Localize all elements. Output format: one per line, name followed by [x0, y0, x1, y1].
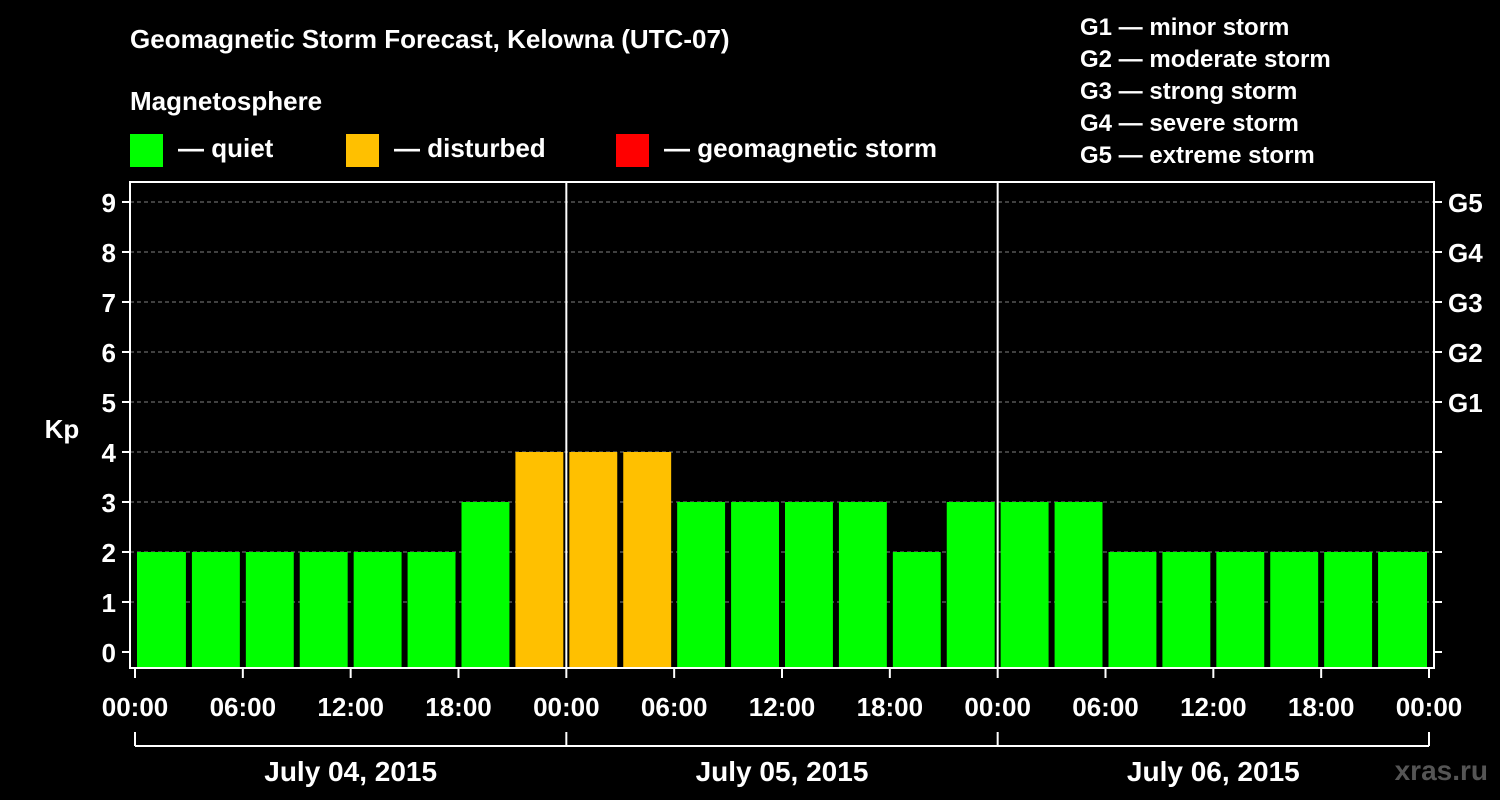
y-axis-label: Kp — [45, 414, 80, 444]
kp-bar-1 — [191, 552, 240, 668]
y-tick-label-4: 4 — [102, 438, 117, 468]
kp-bar-11 — [731, 502, 779, 668]
kp-bar-22 — [1324, 552, 1373, 668]
kp-bar-0 — [137, 552, 186, 668]
kp-bar-20 — [1216, 552, 1265, 668]
y-tick-label-0: 0 — [102, 638, 116, 668]
kp-bar-9 — [623, 452, 672, 668]
g-level-g2: G2 — moderate storm — [1080, 46, 1331, 73]
kp-bar-23 — [1378, 552, 1427, 668]
kp-bar-4 — [353, 552, 402, 668]
x-tick-label-2: 12:00 — [317, 692, 384, 722]
legend-swatch-disturbed — [346, 134, 379, 167]
kp-bar-3 — [299, 552, 348, 668]
y-tick-label-8: 8 — [102, 238, 116, 268]
kp-bar-10 — [677, 502, 726, 668]
g-scale-label-g3: G3 — [1448, 288, 1483, 318]
x-tick-label-4: 00:00 — [533, 692, 600, 722]
watermark: xras.ru — [1394, 755, 1488, 786]
y-tick-label-9: 9 — [102, 188, 116, 218]
kp-bar-15 — [946, 502, 995, 668]
legend-label-storm: — geomagnetic storm — [664, 133, 938, 163]
g-level-g4: G4 — severe storm — [1080, 110, 1299, 137]
kp-bar-21 — [1270, 552, 1319, 668]
y-tick-label-5: 5 — [102, 388, 116, 418]
g-scale-label-g5: G5 — [1448, 188, 1483, 218]
legend-label-quiet: — quiet — [178, 133, 274, 163]
day-label-0: July 04, 2015 — [264, 756, 437, 787]
kp-bar-2 — [245, 552, 294, 668]
kp-bar-18 — [1108, 552, 1157, 668]
g-scale-label-g1: G1 — [1448, 388, 1483, 418]
x-tick-label-8: 00:00 — [964, 692, 1031, 722]
kp-bar-13 — [838, 502, 887, 668]
x-tick-label-11: 18:00 — [1288, 692, 1355, 722]
y-tick-label-6: 6 — [102, 338, 116, 368]
g-scale-label-g4: G4 — [1448, 238, 1483, 268]
kp-bar-8 — [569, 452, 618, 668]
g-scale-label-g2: G2 — [1448, 338, 1483, 368]
g-level-g1: G1 — minor storm — [1080, 14, 1290, 41]
kp-bar-12 — [785, 502, 833, 668]
legend-swatch-quiet — [130, 134, 163, 167]
y-tick-label-3: 3 — [102, 488, 116, 518]
y-tick-label-2: 2 — [102, 538, 116, 568]
x-tick-label-5: 06:00 — [641, 692, 708, 722]
x-tick-label-12: 00:00 — [1396, 692, 1463, 722]
x-tick-label-9: 06:00 — [1072, 692, 1139, 722]
magnetosphere-label: Magnetosphere — [130, 86, 323, 116]
legend-swatch-storm — [616, 134, 649, 167]
kp-bar-5 — [407, 552, 456, 668]
kp-bar-16 — [1000, 502, 1049, 668]
kp-bar-14 — [892, 552, 941, 668]
day-label-1: July 05, 2015 — [696, 756, 869, 787]
g-level-g3: G3 — strong storm — [1080, 78, 1298, 105]
kp-bar-6 — [461, 502, 510, 668]
chart-title: Geomagnetic Storm Forecast, Kelowna (UTC… — [130, 24, 730, 54]
day-label-2: July 06, 2015 — [1127, 756, 1300, 787]
x-tick-label-6: 12:00 — [749, 692, 816, 722]
y-tick-label-7: 7 — [102, 288, 116, 318]
kp-bar-17 — [1054, 502, 1103, 668]
y-tick-label-1: 1 — [102, 588, 116, 618]
legend-label-disturbed: — disturbed — [394, 133, 546, 163]
x-tick-label-0: 00:00 — [102, 692, 169, 722]
kp-bar-19 — [1162, 552, 1211, 668]
g-level-g5: G5 — extreme storm — [1080, 142, 1315, 169]
x-tick-label-10: 12:00 — [1180, 692, 1247, 722]
kp-bar-7 — [515, 452, 564, 668]
x-tick-label-3: 18:00 — [425, 692, 492, 722]
x-tick-label-1: 06:00 — [210, 692, 277, 722]
x-tick-label-7: 18:00 — [857, 692, 924, 722]
